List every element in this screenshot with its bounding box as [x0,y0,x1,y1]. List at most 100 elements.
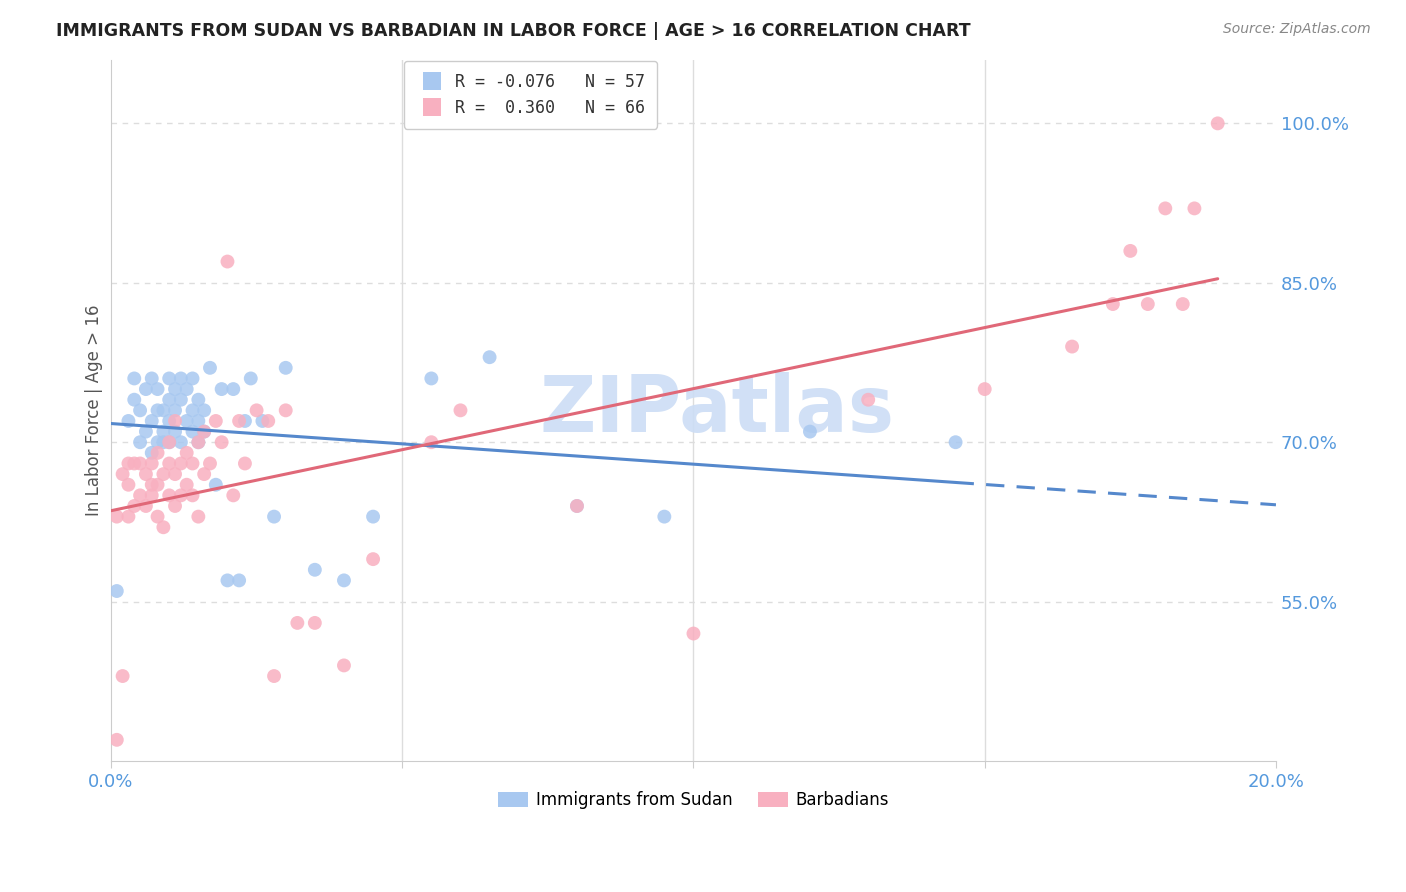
Point [163,382,186,396]
Point [228,574,250,588]
Point [1119,244,1142,258]
Point [420,371,443,385]
Point [204,414,226,428]
Point [157,488,180,502]
Point [187,435,209,450]
Point [163,414,186,428]
Point [163,403,186,417]
Point [193,403,215,417]
Point [565,499,588,513]
Point [228,414,250,428]
Point [152,467,174,482]
Point [105,584,128,599]
Point [152,435,174,450]
Point [181,425,204,439]
Point [170,392,193,407]
Point [111,467,134,482]
Point [304,615,326,630]
Point [146,446,169,460]
Point [157,435,180,450]
Point [187,392,209,407]
Point [193,467,215,482]
Point [1206,116,1229,130]
Point [1102,297,1125,311]
Point [135,499,157,513]
Point [285,615,308,630]
Point [146,477,169,491]
Point [157,392,180,407]
Point [122,371,145,385]
Point [170,371,193,385]
Point [274,360,297,375]
Point [420,435,443,450]
Point [304,563,326,577]
Point [157,457,180,471]
Point [152,520,174,534]
Point [217,574,239,588]
Point [141,446,163,460]
Text: ZIPatlas: ZIPatlas [540,372,894,449]
Point [198,360,221,375]
Point [252,414,274,428]
Point [211,435,233,450]
Point [222,488,245,502]
Point [239,371,262,385]
Point [170,457,193,471]
Point [361,552,384,566]
Point [105,509,128,524]
Point [945,435,967,450]
Point [152,403,174,417]
Point [122,457,145,471]
Point [163,499,186,513]
Point [181,371,204,385]
Point [117,509,139,524]
Point [111,669,134,683]
Point [1154,202,1177,216]
Point [198,457,221,471]
Point [141,371,163,385]
Point [117,414,139,428]
Point [263,509,285,524]
Point [176,477,198,491]
Point [245,403,267,417]
Legend: Immigrants from Sudan, Barbadians: Immigrants from Sudan, Barbadians [491,785,896,816]
Point [181,488,204,502]
Point [211,382,233,396]
Point [263,669,285,683]
Point [222,382,245,396]
Point [1184,202,1206,216]
Point [181,403,204,417]
Point [157,435,180,450]
Point [1171,297,1194,311]
Point [141,477,163,491]
Point [333,574,356,588]
Point [157,414,180,428]
Point [176,382,198,396]
Point [129,457,152,471]
Point [181,457,204,471]
Point [858,392,880,407]
Point [204,477,226,491]
Point [141,457,163,471]
Point [170,488,193,502]
Point [129,403,152,417]
Point [274,403,297,417]
Point [129,488,152,502]
Point [187,414,209,428]
Point [257,414,280,428]
Point [141,414,163,428]
Point [187,509,209,524]
Point [135,425,157,439]
Point [1136,297,1159,311]
Point [187,435,209,450]
Point [152,425,174,439]
Point [361,509,384,524]
Point [135,467,157,482]
Point [233,414,256,428]
Text: Source: ZipAtlas.com: Source: ZipAtlas.com [1223,22,1371,37]
Point [117,477,139,491]
Point [141,488,163,502]
Point [122,499,145,513]
Point [682,626,704,640]
Point [799,425,821,439]
